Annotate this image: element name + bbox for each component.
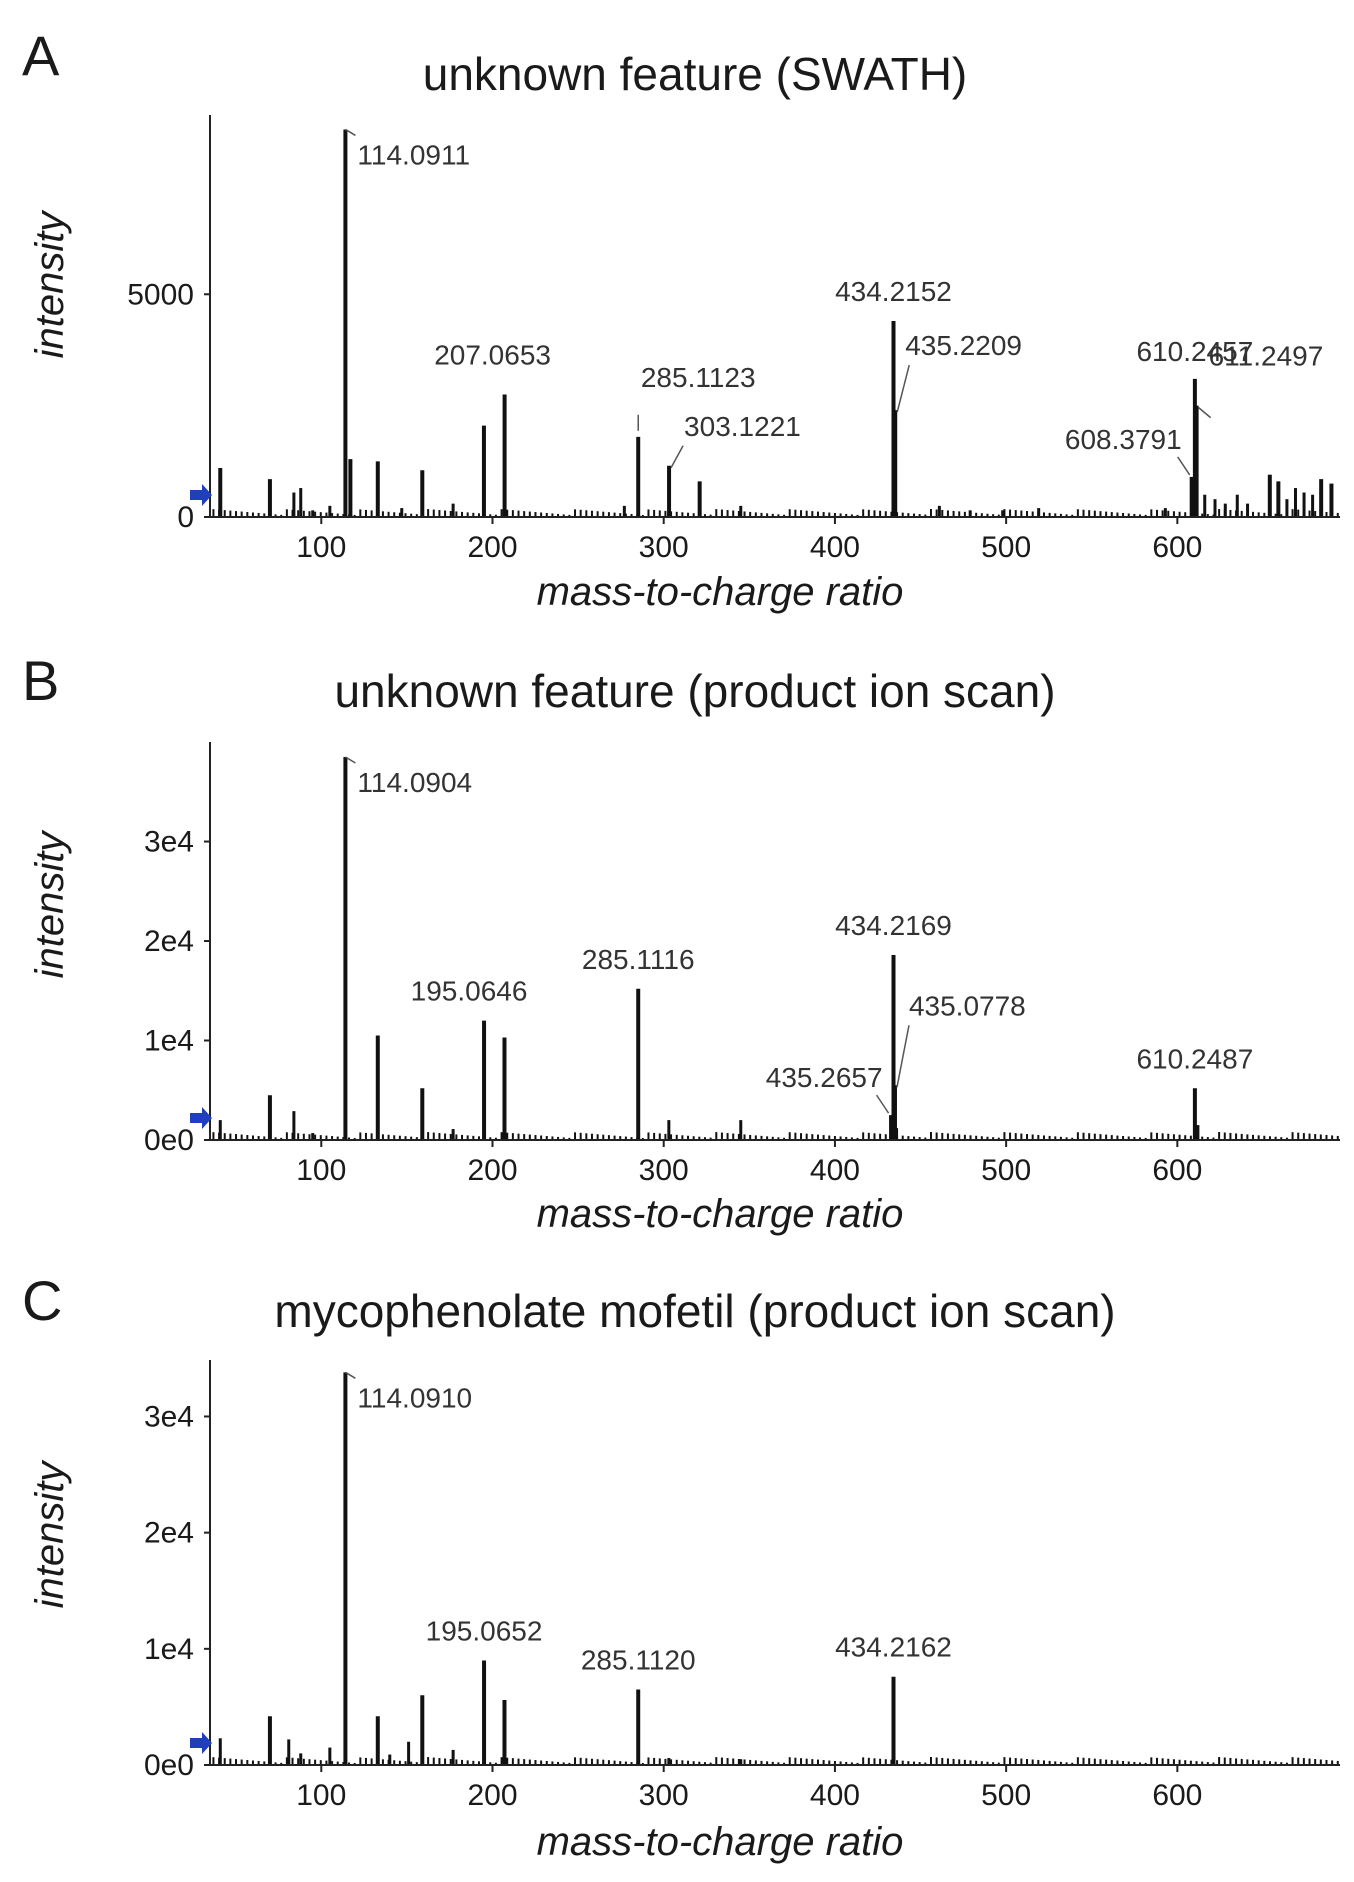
panel-letter-a: A xyxy=(22,24,60,87)
peak-label: 610.2457 xyxy=(1136,336,1253,367)
label-leader xyxy=(345,756,356,764)
peak-label: 195.0652 xyxy=(426,1615,543,1646)
panel-c: C mycophenolate mofetil (product ion sca… xyxy=(22,1269,1340,1864)
panel-letter-b: B xyxy=(22,649,59,712)
x-axis-label: mass-to-charge ratio xyxy=(537,1820,904,1864)
peak-label: 435.0778 xyxy=(909,990,1026,1021)
peak-label: 435.2209 xyxy=(905,330,1022,361)
precursor-arrow-icon xyxy=(190,484,212,506)
x-tick-label: 600 xyxy=(1152,1779,1202,1812)
label-leader xyxy=(1177,456,1191,476)
precursor-arrow-icon xyxy=(190,1107,212,1129)
y-tick-label: 0 xyxy=(177,501,194,534)
y-tick-label: 2e4 xyxy=(144,1517,194,1550)
y-axis-label: intensity xyxy=(28,1459,72,1609)
y-tick-label: 1e4 xyxy=(144,1025,194,1058)
x-tick-label: 200 xyxy=(467,531,517,564)
x-tick-label: 200 xyxy=(467,1154,517,1187)
peak-label: 114.0904 xyxy=(357,767,472,798)
panel-title: unknown feature (product ion scan) xyxy=(334,665,1055,717)
label-leader xyxy=(896,364,910,413)
y-tick-label: 5000 xyxy=(127,278,194,311)
label-leader xyxy=(345,1371,356,1379)
peak-label: 285.1123 xyxy=(641,362,756,393)
precursor-arrow-icon xyxy=(190,1732,212,1754)
peak-label: 435.2657 xyxy=(766,1062,883,1093)
panel-title: mycophenolate mofetil (product ion scan) xyxy=(274,1285,1115,1337)
x-tick-label: 600 xyxy=(1152,531,1202,564)
peak-label: 285.1120 xyxy=(581,1644,696,1675)
peak-label: 207.0653 xyxy=(434,340,551,371)
x-tick-label: 600 xyxy=(1152,1154,1202,1187)
y-tick-label: 2e4 xyxy=(144,925,194,958)
label-leader xyxy=(896,1025,910,1088)
x-tick-label: 400 xyxy=(810,1154,860,1187)
panel-a: A unknown feature (SWATH) intensity mass… xyxy=(22,24,1340,614)
x-tick-label: 100 xyxy=(296,1779,346,1812)
peak-label: 610.2487 xyxy=(1136,1043,1253,1074)
peak-label: 434.2152 xyxy=(835,276,952,307)
y-axis-label: intensity xyxy=(28,209,72,359)
x-tick-label: 300 xyxy=(639,1154,689,1187)
y-tick-label: 3e4 xyxy=(144,826,194,859)
label-leader xyxy=(345,128,356,137)
x-tick-label: 100 xyxy=(296,531,346,564)
y-tick-label: 1e4 xyxy=(144,1633,194,1666)
peak-label: 434.2169 xyxy=(835,910,952,941)
x-axis-label: mass-to-charge ratio xyxy=(537,570,904,614)
x-tick-label: 300 xyxy=(639,531,689,564)
baseline-noise xyxy=(212,1757,1339,1765)
y-tick-label: 3e4 xyxy=(144,1400,194,1433)
x-tick-label: 500 xyxy=(981,531,1031,564)
peak-label: 608.3791 xyxy=(1065,424,1182,455)
peak-label: 114.0910 xyxy=(357,1382,472,1413)
x-tick-label: 500 xyxy=(981,1779,1031,1812)
peak-label: 114.0911 xyxy=(357,139,470,170)
peak-label: 195.0646 xyxy=(411,976,528,1007)
plot-area: 114.0911 207.0653 285.1123 303.1221 434.2152… xyxy=(127,115,1340,564)
x-tick-label: 400 xyxy=(810,531,860,564)
peak-label: 303.1221 xyxy=(684,411,801,442)
baseline-noise xyxy=(212,509,1339,517)
x-tick-label: 200 xyxy=(467,1779,517,1812)
peak-label: 611.2497 xyxy=(1209,341,1324,372)
peak-label: 434.2162 xyxy=(835,1632,952,1663)
x-tick-label: 300 xyxy=(639,1779,689,1812)
label-leader xyxy=(670,445,684,469)
plot-area: 114.0904 195.0646 285.1116 435.2657 434.2169… xyxy=(144,742,1340,1187)
x-tick-label: 400 xyxy=(810,1779,860,1812)
y-tick-label: 0e0 xyxy=(144,1124,194,1157)
label-leader xyxy=(1198,407,1212,419)
peak-label: 285.1116 xyxy=(582,944,695,975)
x-tick-label: 100 xyxy=(296,1154,346,1187)
y-axis-label: intensity xyxy=(28,829,72,979)
baseline-noise xyxy=(212,1132,1339,1140)
y-tick-label: 0e0 xyxy=(144,1749,194,1782)
panel-title: unknown feature (SWATH) xyxy=(423,48,968,100)
x-tick-label: 500 xyxy=(981,1154,1031,1187)
label-leader xyxy=(875,1094,890,1114)
panel-letter-c: C xyxy=(22,1269,62,1332)
x-axis-label: mass-to-charge ratio xyxy=(537,1192,904,1236)
panel-b: B unknown feature (product ion scan) int… xyxy=(22,649,1340,1236)
plot-area: 114.0910 195.0652 285.1120 434.2162 100 200 30… xyxy=(144,1360,1340,1812)
